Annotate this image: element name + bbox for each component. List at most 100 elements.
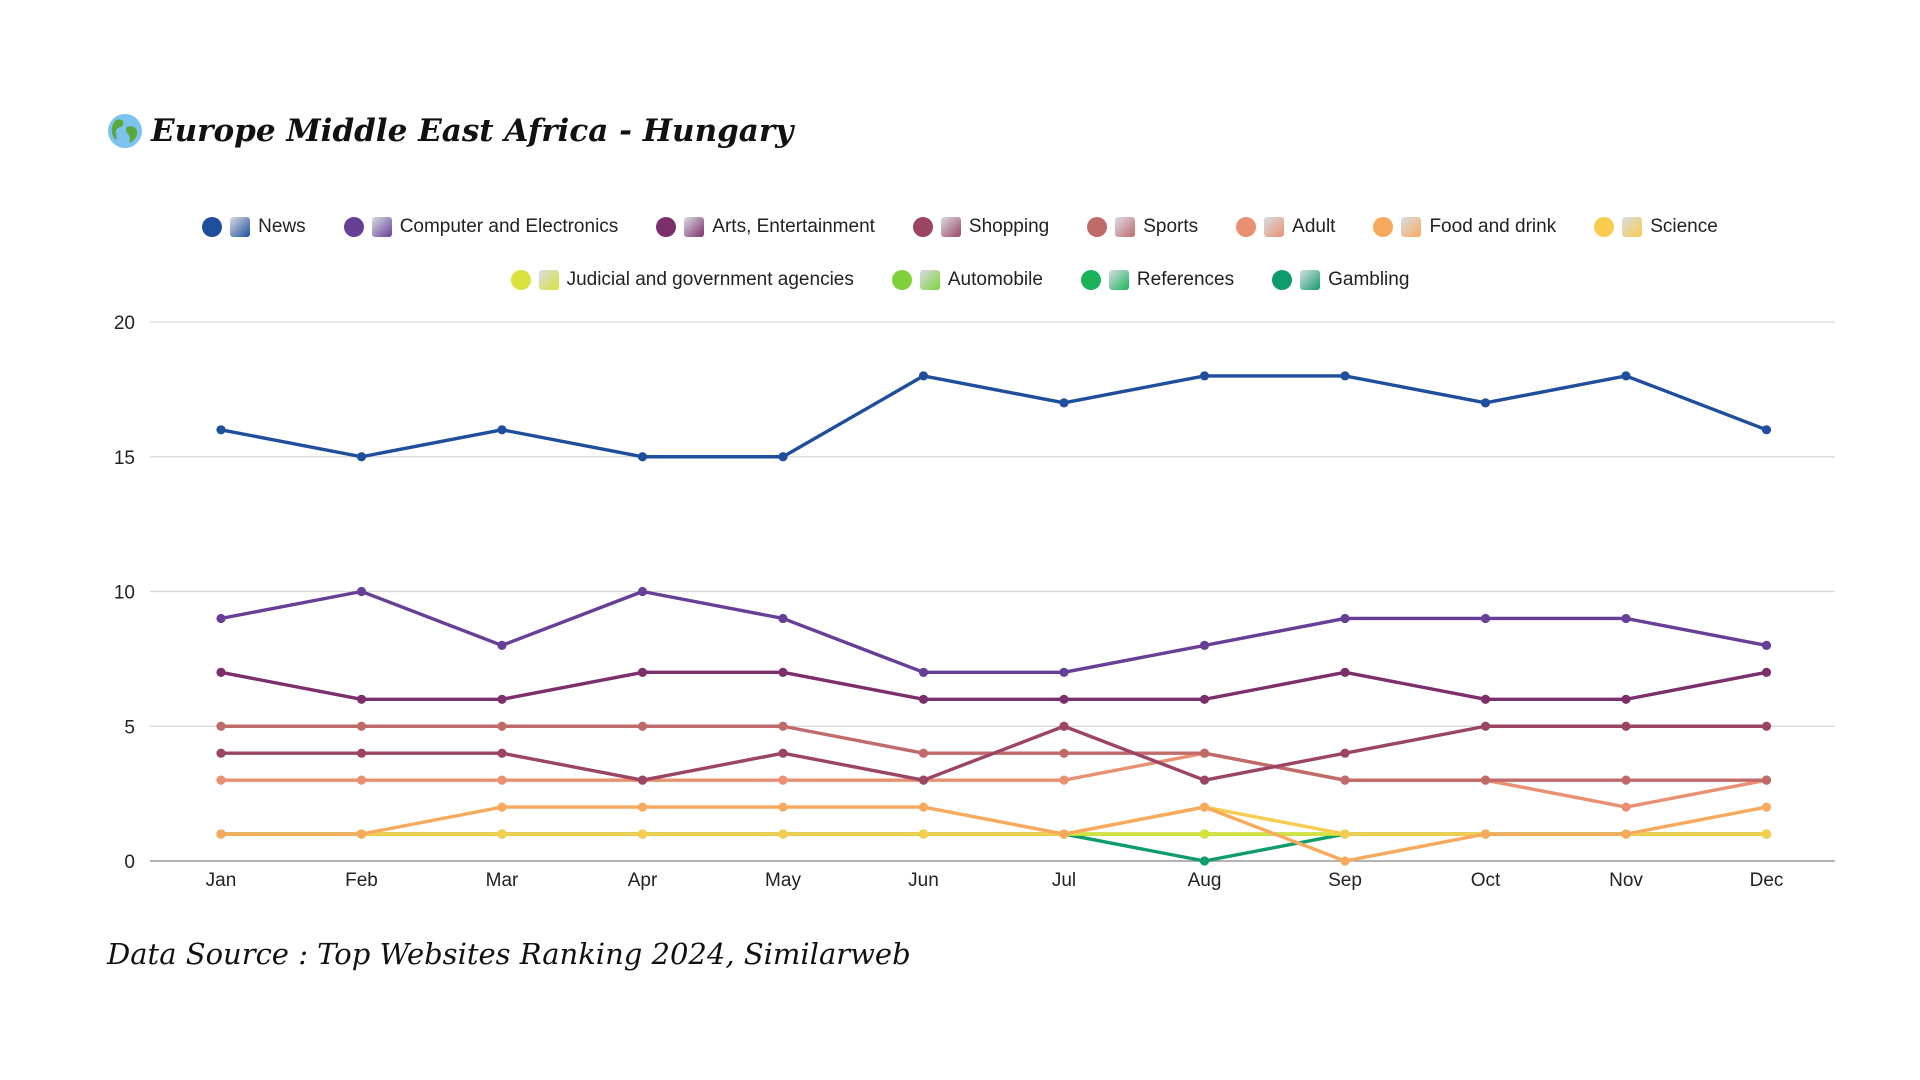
data-point[interactable] xyxy=(356,721,367,731)
data-point[interactable] xyxy=(1199,371,1210,381)
data-point[interactable] xyxy=(1340,748,1350,758)
data-point[interactable] xyxy=(1059,721,1069,731)
data-point[interactable] xyxy=(637,452,648,462)
legend-item-arts-entertainment[interactable]: Arts, Entertainment xyxy=(656,216,875,238)
data-point[interactable] xyxy=(216,667,226,677)
data-point[interactable] xyxy=(497,748,507,758)
data-point[interactable] xyxy=(497,775,507,785)
data-point[interactable] xyxy=(1340,856,1350,866)
data-point[interactable] xyxy=(1059,748,1069,758)
data-point[interactable] xyxy=(216,721,226,731)
data-point[interactable] xyxy=(1621,371,1631,381)
data-point[interactable] xyxy=(216,613,226,624)
data-point[interactable] xyxy=(1340,775,1350,785)
data-point[interactable] xyxy=(778,452,788,462)
data-point[interactable] xyxy=(1480,613,1491,624)
data-point[interactable] xyxy=(1480,694,1491,704)
data-point[interactable] xyxy=(637,667,648,677)
data-point[interactable] xyxy=(1621,829,1631,839)
data-point[interactable] xyxy=(778,667,788,677)
legend-item-adult[interactable]: Adult xyxy=(1236,216,1335,238)
data-point[interactable] xyxy=(778,829,788,839)
data-point[interactable] xyxy=(1621,721,1631,731)
data-point[interactable] xyxy=(216,829,226,839)
data-point[interactable] xyxy=(497,694,507,704)
data-point[interactable] xyxy=(1059,694,1069,704)
data-point[interactable] xyxy=(1761,640,1772,651)
data-point[interactable] xyxy=(1340,829,1350,839)
data-point[interactable] xyxy=(497,721,507,731)
data-point[interactable] xyxy=(1761,721,1772,731)
data-point[interactable] xyxy=(637,586,648,597)
data-point[interactable] xyxy=(356,694,367,704)
data-point[interactable] xyxy=(637,829,648,839)
data-point[interactable] xyxy=(1199,775,1210,785)
data-point[interactable] xyxy=(1199,640,1210,651)
data-point[interactable] xyxy=(1059,398,1069,408)
data-point[interactable] xyxy=(918,371,929,381)
data-point[interactable] xyxy=(1059,829,1069,839)
legend-item-judicial-and-government-agencies[interactable]: Judicial and government agencies xyxy=(510,269,854,291)
data-point[interactable] xyxy=(1199,748,1210,758)
data-point[interactable] xyxy=(918,775,929,785)
data-point[interactable] xyxy=(918,748,929,758)
data-point[interactable] xyxy=(1621,802,1631,812)
data-point[interactable] xyxy=(216,425,226,435)
legend-item-automobile[interactable]: Automobile xyxy=(891,269,1043,291)
data-point[interactable] xyxy=(1480,829,1491,839)
legend-item-computer-and-electronics[interactable]: Computer and Electronics xyxy=(343,216,618,238)
data-point[interactable] xyxy=(356,452,367,462)
legend-item-news[interactable]: News xyxy=(202,216,306,238)
data-point[interactable] xyxy=(918,802,929,812)
data-point[interactable] xyxy=(1761,829,1772,839)
data-point[interactable] xyxy=(637,721,648,731)
data-point[interactable] xyxy=(497,425,507,435)
y-tick-label: 15 xyxy=(114,448,135,469)
data-point[interactable] xyxy=(918,694,929,704)
data-point[interactable] xyxy=(356,775,367,785)
data-point[interactable] xyxy=(1340,613,1350,624)
data-point[interactable] xyxy=(497,802,507,812)
data-point[interactable] xyxy=(356,829,367,839)
data-point[interactable] xyxy=(1199,802,1210,812)
legend-item-gambling[interactable]: Gambling xyxy=(1272,269,1409,291)
data-point[interactable] xyxy=(778,721,788,731)
data-point[interactable] xyxy=(1761,425,1772,435)
data-point[interactable] xyxy=(918,829,929,839)
data-point[interactable] xyxy=(778,802,788,812)
data-point[interactable] xyxy=(918,667,929,677)
legend-item-sports[interactable]: Sports xyxy=(1087,216,1198,238)
data-point[interactable] xyxy=(1480,721,1491,731)
data-point[interactable] xyxy=(637,802,648,812)
data-point[interactable] xyxy=(497,640,507,651)
data-point[interactable] xyxy=(778,748,788,758)
legend-item-shopping[interactable]: Shopping xyxy=(912,216,1049,238)
legend-item-food-and-drink[interactable]: Food and drink xyxy=(1373,216,1556,238)
data-point[interactable] xyxy=(1621,613,1631,624)
data-point[interactable] xyxy=(356,586,367,597)
data-point[interactable] xyxy=(778,775,788,785)
data-point[interactable] xyxy=(497,829,507,839)
data-point[interactable] xyxy=(1059,775,1069,785)
legend-item-references[interactable]: References xyxy=(1080,269,1234,291)
data-point[interactable] xyxy=(1059,667,1069,677)
data-point[interactable] xyxy=(216,748,226,758)
data-point[interactable] xyxy=(1340,371,1350,381)
data-point[interactable] xyxy=(216,775,226,785)
legend-label: Food and drink xyxy=(1429,216,1557,237)
data-point[interactable] xyxy=(1199,856,1210,866)
data-point[interactable] xyxy=(1761,667,1772,677)
data-point[interactable] xyxy=(1199,694,1210,704)
data-point[interactable] xyxy=(1480,398,1491,408)
data-point[interactable] xyxy=(778,613,788,624)
data-point[interactable] xyxy=(1761,802,1772,812)
data-point[interactable] xyxy=(356,748,367,758)
data-point[interactable] xyxy=(1621,775,1631,785)
data-point[interactable] xyxy=(637,775,648,785)
data-point[interactable] xyxy=(1480,775,1491,785)
data-point[interactable] xyxy=(1621,694,1631,704)
data-point[interactable] xyxy=(1340,667,1350,677)
data-point[interactable] xyxy=(1761,775,1772,785)
legend-item-science[interactable]: Science xyxy=(1594,216,1718,238)
data-point[interactable] xyxy=(1199,829,1210,839)
